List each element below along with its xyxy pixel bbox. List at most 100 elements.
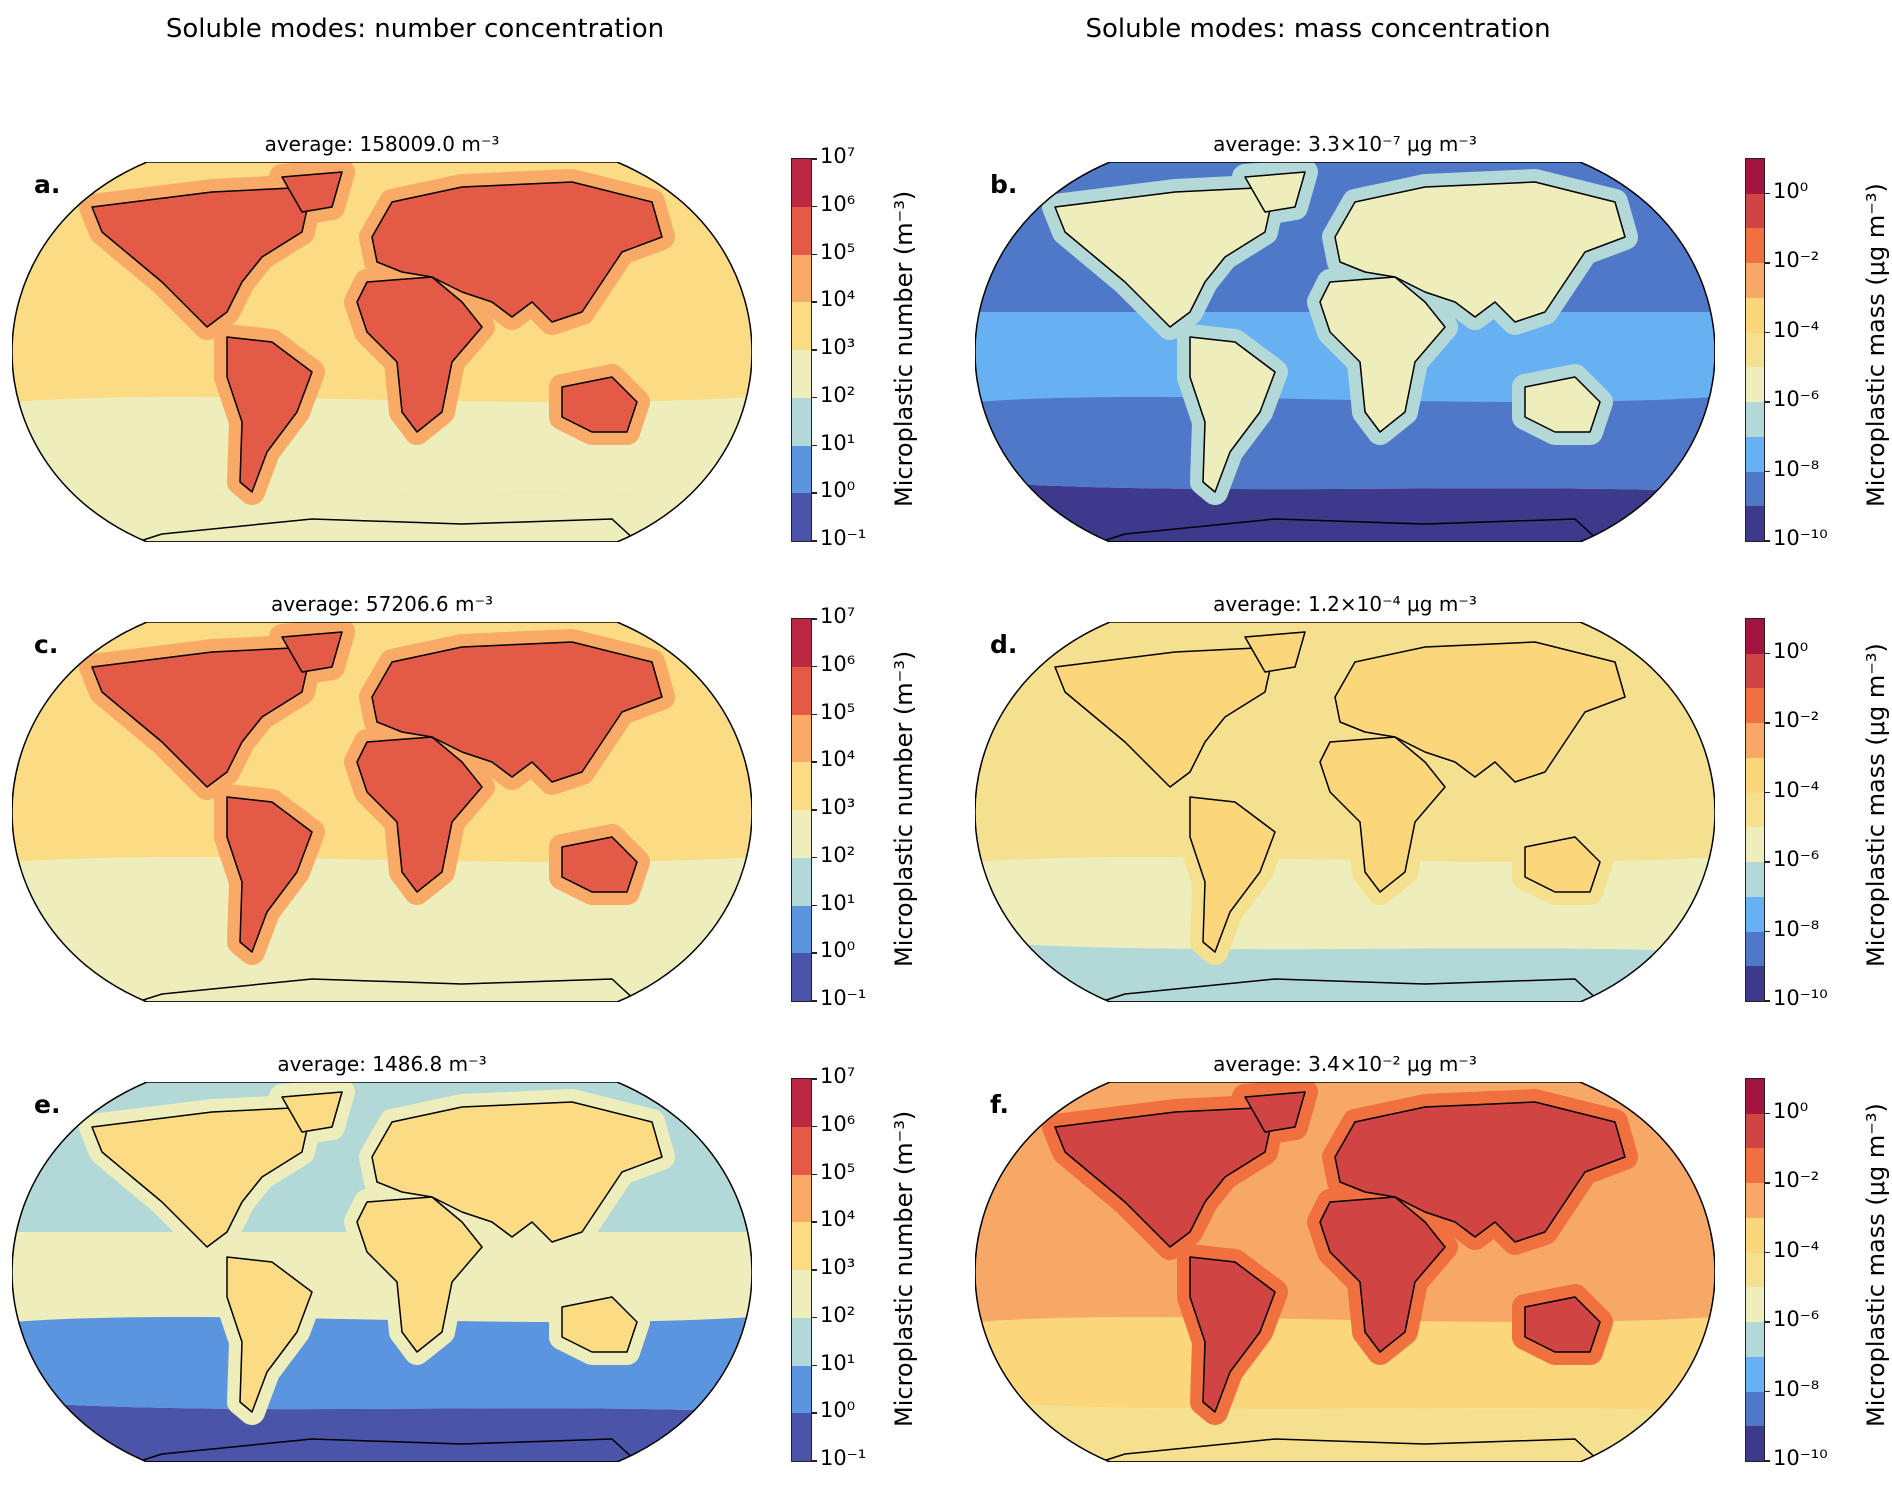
colorbar-tick-mark <box>811 1412 817 1414</box>
colorbar-segment <box>792 810 811 858</box>
column-title-number: Soluble modes: number concentration <box>165 14 665 44</box>
eurasia-outline <box>371 181 663 323</box>
eurasia-outline <box>1334 1101 1626 1243</box>
colorbar-segment <box>792 206 811 255</box>
africa-outline <box>1319 1196 1446 1353</box>
colorbar-segment <box>1746 159 1764 194</box>
panel-average-title: average: 3.4×10⁻² μg m⁻³ <box>1213 1052 1477 1076</box>
colorbar-segment <box>1746 1079 1764 1114</box>
colorbar-segment <box>792 1079 811 1127</box>
panel-label: b. <box>990 170 1018 199</box>
colorbar-segment <box>1746 193 1764 229</box>
colorbar-tick-label: 10⁵ <box>820 699 856 724</box>
colorbar-segment <box>792 493 811 541</box>
map-border <box>975 162 1715 542</box>
colorbar-tick-mark <box>811 713 817 715</box>
colorbar-segment <box>792 905 811 954</box>
colorbar-axis-label: Microplastic mass (μg m⁻³) <box>1862 1103 1890 1427</box>
colorbar-tick-label: 10⁰ <box>820 1398 856 1423</box>
antarctica-outline <box>1099 1438 1601 1462</box>
colorbar-tick-label: 10⁻⁶ <box>1773 387 1820 412</box>
colorbar-tick-mark <box>811 396 817 399</box>
colorbar-segment <box>1746 436 1764 472</box>
colorbar-tick-label: 10³ <box>820 795 856 819</box>
colorbar-segment <box>792 1174 811 1223</box>
greenland-outline <box>1244 1091 1306 1133</box>
south-america-outline <box>1189 336 1276 493</box>
colorbar-tick-label: 10⁶ <box>820 191 856 216</box>
colorbar-tick-label: 10¹ <box>820 1350 856 1375</box>
colorbar-tick-label: 10⁰ <box>1773 1098 1809 1123</box>
colorbar-tick-label: 10⁻² <box>1773 1168 1820 1193</box>
colorbar-tick-mark <box>1764 262 1770 264</box>
colorbar-tick-label: 10¹ <box>820 890 856 915</box>
eurasia-outline <box>1334 641 1626 783</box>
colorbar-segment <box>792 1413 811 1461</box>
greenland-outline <box>1244 171 1306 213</box>
colorbar-tick-mark <box>811 952 817 954</box>
colorbar-tick-mark <box>811 665 817 668</box>
colorbar <box>1745 618 1765 1002</box>
colorbar-segment <box>792 397 811 446</box>
colorbar-tick-label: 10² <box>820 842 856 867</box>
colorbar-tick-mark <box>1764 1321 1770 1323</box>
colorbar-segment <box>1746 653 1764 689</box>
colorbar-segment <box>1746 723 1764 758</box>
colorbar-segment <box>1746 1322 1764 1357</box>
africa-outline <box>356 276 483 433</box>
panel-label: e. <box>34 1090 61 1119</box>
colorbar-tick-mark <box>811 1173 817 1175</box>
colorbar-tick-mark <box>1764 1390 1770 1393</box>
panel-average-title: average: 158009.0 m⁻³ <box>264 132 500 156</box>
colorbar-segment <box>1746 228 1764 264</box>
colorbar-tick-label: 10⁶ <box>820 651 856 676</box>
panel-label: d. <box>990 630 1018 659</box>
south-america-outline <box>226 1256 313 1413</box>
colorbar-tick-mark <box>811 349 817 351</box>
colorbar-tick-mark <box>811 158 817 160</box>
colorbar-tick-mark <box>1764 1182 1770 1184</box>
eurasia-outline <box>1334 181 1626 323</box>
colorbar-tick-label: 10⁰ <box>1773 638 1809 663</box>
colorbar-tick-label: 10⁻² <box>1773 248 1820 273</box>
antarctica-outline <box>1099 518 1601 542</box>
colorbar-segment <box>1746 1391 1764 1427</box>
colorbar-tick-label: 10³ <box>820 335 856 359</box>
world-map <box>975 1082 1715 1462</box>
colorbar-tick-mark <box>811 809 817 811</box>
panel-average-title: average: 57206.6 m⁻³ <box>270 592 494 616</box>
colorbar-segment <box>1746 1356 1764 1392</box>
colorbar-tick-label: 10³ <box>820 1255 856 1279</box>
world-map <box>12 162 752 542</box>
australia-outline <box>561 1296 638 1353</box>
world-map <box>975 162 1715 542</box>
colorbar-segment <box>792 762 811 810</box>
colorbar-tick-label: 10⁻⁶ <box>1773 847 1820 872</box>
colorbar-tick-mark <box>1764 1000 1770 1002</box>
colorbar-segment <box>1746 827 1764 863</box>
colorbar-tick-mark <box>1764 930 1770 933</box>
greenland-outline <box>281 631 343 673</box>
colorbar-tick-label: 10² <box>820 1302 856 1327</box>
colorbar-tick-label: 10⁻¹ <box>820 986 867 1010</box>
colorbar-tick-mark <box>1764 1460 1770 1462</box>
colorbar-segment <box>1746 792 1764 828</box>
colorbar-segment <box>1746 1183 1764 1218</box>
colorbar-tick-label: 10⁴ <box>820 287 856 312</box>
map-border <box>975 1082 1715 1462</box>
colorbar-tick-mark <box>811 618 817 620</box>
colorbar-segment <box>1746 688 1764 724</box>
colorbar-segment <box>1746 1426 1764 1461</box>
colorbar-tick-mark <box>811 205 817 208</box>
colorbar-tick-mark <box>1764 722 1770 724</box>
colorbar-tick-label: 10⁻¹ <box>820 526 867 550</box>
colorbar <box>791 158 812 542</box>
colorbar-tick-mark <box>811 540 817 542</box>
colorbar-segment <box>792 254 811 303</box>
colorbar <box>1745 1078 1765 1462</box>
colorbar-segment <box>792 1317 811 1366</box>
colorbar-tick-mark <box>811 1460 817 1462</box>
colorbar-tick-label: 10⁻⁸ <box>1773 916 1820 941</box>
colorbar-tick-mark <box>1764 652 1770 655</box>
colorbar-tick-mark <box>1764 861 1770 863</box>
